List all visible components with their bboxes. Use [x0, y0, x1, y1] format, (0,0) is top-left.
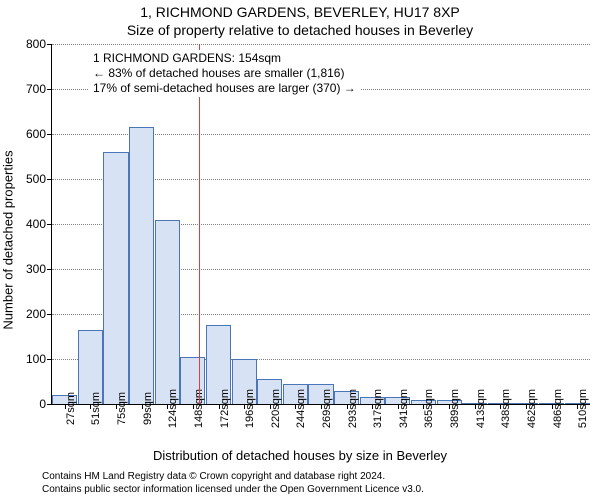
plot-area: 010020030040050060070080027sqm51sqm75sqm…: [51, 44, 590, 405]
ytick-label: 400: [26, 217, 52, 231]
ytick-label: 800: [26, 37, 52, 51]
xtick-label: 389sqm: [449, 388, 461, 428]
ytick-label: 700: [26, 82, 52, 96]
xtick-label: 172sqm: [219, 388, 231, 428]
xtick-label: 51sqm: [90, 391, 102, 425]
xtick-label: 75sqm: [116, 391, 128, 425]
reference-line: [199, 44, 200, 404]
xtick-label: 124sqm: [167, 388, 179, 428]
xtick-label: 413sqm: [475, 388, 487, 428]
xtick-label: 486sqm: [552, 388, 564, 428]
credit-line2: Contains public sector information licen…: [42, 483, 424, 496]
credit-text: Contains HM Land Registry data © Crown c…: [42, 470, 424, 496]
xtick-label: 220sqm: [270, 388, 282, 428]
xtick-label: 99sqm: [142, 391, 154, 425]
xtick-label: 293sqm: [347, 388, 359, 428]
ytick-label: 500: [26, 172, 52, 186]
reference-annotation: 1 RICHMOND GARDENS: 154sqm ← 83% of deta…: [89, 50, 360, 97]
histogram-bar: [129, 127, 154, 404]
xtick-label: 438sqm: [500, 388, 512, 428]
xtick-label: 365sqm: [423, 388, 435, 428]
xtick-label: 196sqm: [244, 388, 256, 428]
bars-container: [52, 44, 590, 404]
xtick-label: 244sqm: [295, 388, 307, 428]
xtick-label: 317sqm: [372, 388, 384, 428]
xtick-label: 462sqm: [526, 388, 538, 428]
credit-line1: Contains HM Land Registry data © Crown c…: [42, 470, 424, 483]
ytick-label: 300: [26, 262, 52, 276]
xtick-label: 510sqm: [577, 388, 589, 428]
annotation-line3: 17% of semi-detached houses are larger (…: [93, 81, 356, 96]
histogram-bar: [155, 220, 180, 405]
annotation-line2: ← 83% of detached houses are smaller (1,…: [93, 66, 356, 81]
x-axis-label: Distribution of detached houses by size …: [0, 448, 600, 463]
ytick-label: 200: [26, 307, 52, 321]
chart-subtitle: Size of property relative to detached ho…: [0, 22, 600, 38]
ytick-label: 0: [39, 397, 52, 411]
y-axis-label: Number of detached properties: [1, 150, 16, 329]
ytick-label: 600: [26, 127, 52, 141]
xtick-label: 341sqm: [398, 388, 410, 428]
annotation-line1: 1 RICHMOND GARDENS: 154sqm: [93, 51, 356, 66]
ytick-label: 100: [26, 352, 52, 366]
xtick-label: 27sqm: [65, 391, 77, 425]
histogram-bar: [103, 152, 128, 404]
chart-title: 1, RICHMOND GARDENS, BEVERLEY, HU17 8XP: [0, 4, 600, 20]
xtick-label: 269sqm: [321, 388, 333, 428]
